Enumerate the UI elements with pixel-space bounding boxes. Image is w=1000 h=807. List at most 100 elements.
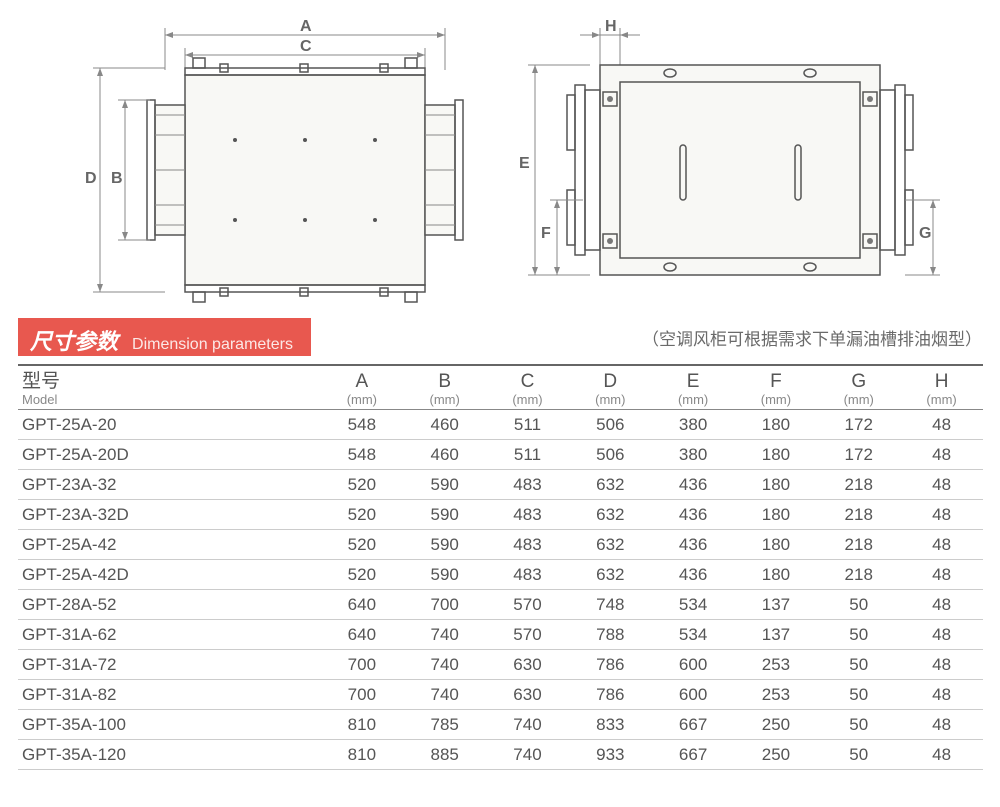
table-cell: 436 bbox=[652, 530, 735, 560]
table-cell: GPT-23A-32 bbox=[18, 470, 320, 500]
title-block: 尺寸参数 Dimension parameters bbox=[18, 318, 311, 356]
label-A: A bbox=[300, 18, 312, 36]
table-head: 型号ModelA(mm)B(mm)C(mm)D(mm)E(mm)F(mm)G(m… bbox=[18, 365, 983, 410]
table-cell: 50 bbox=[817, 740, 900, 770]
col-header: E(mm) bbox=[652, 365, 735, 410]
table-cell: 700 bbox=[320, 680, 403, 710]
table-row: GPT-31A-827007406307866002535048 bbox=[18, 680, 983, 710]
label-D: D bbox=[85, 170, 97, 188]
col-header: H(mm) bbox=[900, 365, 983, 410]
table-cell: 137 bbox=[735, 590, 818, 620]
table-cell: 520 bbox=[320, 470, 403, 500]
table-cell: 833 bbox=[569, 710, 652, 740]
table-cell: GPT-31A-72 bbox=[18, 650, 320, 680]
table-cell: 48 bbox=[900, 740, 983, 770]
table-cell: 460 bbox=[403, 440, 486, 470]
table-cell: 534 bbox=[652, 590, 735, 620]
table-cell: 600 bbox=[652, 680, 735, 710]
table-cell: 460 bbox=[403, 410, 486, 440]
table-cell: 380 bbox=[652, 410, 735, 440]
table-row: GPT-25A-42D52059048363243618021848 bbox=[18, 560, 983, 590]
title-en: Dimension parameters bbox=[132, 336, 293, 354]
table-cell: 48 bbox=[900, 500, 983, 530]
table-cell: 250 bbox=[735, 710, 818, 740]
section-header: 尺寸参数 Dimension parameters （空调风柜可根据需求下单漏油… bbox=[0, 318, 1000, 356]
table-cell: 48 bbox=[900, 650, 983, 680]
table-cell: 436 bbox=[652, 560, 735, 590]
table-row: GPT-25A-4252059048363243618021848 bbox=[18, 530, 983, 560]
table-cell: 172 bbox=[817, 440, 900, 470]
table-cell: 590 bbox=[403, 560, 486, 590]
table-cell: 810 bbox=[320, 710, 403, 740]
col-header: F(mm) bbox=[735, 365, 818, 410]
table-cell: 785 bbox=[403, 710, 486, 740]
table-cell: 570 bbox=[486, 590, 569, 620]
table-cell: 667 bbox=[652, 710, 735, 740]
label-F: F bbox=[541, 225, 551, 243]
label-B: B bbox=[111, 170, 123, 188]
table-cell: 885 bbox=[403, 740, 486, 770]
header-note: （空调风柜可根据需求下单漏油槽排油烟型） bbox=[642, 325, 982, 356]
table-cell: 740 bbox=[403, 680, 486, 710]
table-cell: 180 bbox=[735, 530, 818, 560]
table-cell: 50 bbox=[817, 710, 900, 740]
table-cell: 48 bbox=[900, 440, 983, 470]
table-cell: 786 bbox=[569, 680, 652, 710]
table-cell: 933 bbox=[569, 740, 652, 770]
dimension-table: 型号ModelA(mm)B(mm)C(mm)D(mm)E(mm)F(mm)G(m… bbox=[18, 364, 983, 770]
table-cell: GPT-28A-52 bbox=[18, 590, 320, 620]
col-header: 型号Model bbox=[18, 365, 320, 410]
table-cell: 218 bbox=[817, 470, 900, 500]
table-row: GPT-25A-2054846051150638018017248 bbox=[18, 410, 983, 440]
table-cell: 632 bbox=[569, 500, 652, 530]
table-cell: 740 bbox=[486, 740, 569, 770]
table-cell: 50 bbox=[817, 590, 900, 620]
table-cell: 483 bbox=[486, 500, 569, 530]
table-cell: 632 bbox=[569, 530, 652, 560]
table-cell: 511 bbox=[486, 410, 569, 440]
table-cell: 506 bbox=[569, 440, 652, 470]
table-cell: 48 bbox=[900, 620, 983, 650]
table-cell: GPT-35A-120 bbox=[18, 740, 320, 770]
diagram-front: A C D B bbox=[55, 20, 475, 300]
table-cell: 48 bbox=[900, 710, 983, 740]
table-cell: 740 bbox=[486, 710, 569, 740]
table-cell: 436 bbox=[652, 500, 735, 530]
label-G: G bbox=[919, 225, 931, 243]
table-cell: 632 bbox=[569, 470, 652, 500]
table-cell: 520 bbox=[320, 530, 403, 560]
table-cell: 590 bbox=[403, 530, 486, 560]
table-cell: 253 bbox=[735, 680, 818, 710]
table-cell: 740 bbox=[403, 620, 486, 650]
table-cell: 600 bbox=[652, 650, 735, 680]
table-cell: GPT-23A-32D bbox=[18, 500, 320, 530]
table-cell: 700 bbox=[403, 590, 486, 620]
table-row: GPT-23A-3252059048363243618021848 bbox=[18, 470, 983, 500]
table-cell: 48 bbox=[900, 470, 983, 500]
table-cell: 700 bbox=[320, 650, 403, 680]
table-cell: 520 bbox=[320, 560, 403, 590]
table-cell: 640 bbox=[320, 590, 403, 620]
diagram-top: H E F G bbox=[505, 20, 945, 300]
table-cell: 534 bbox=[652, 620, 735, 650]
table-row: GPT-35A-1008107857408336672505048 bbox=[18, 710, 983, 740]
table-cell: 786 bbox=[569, 650, 652, 680]
table-cell: 632 bbox=[569, 560, 652, 590]
table-cell: 748 bbox=[569, 590, 652, 620]
table-cell: 548 bbox=[320, 410, 403, 440]
table-cell: 180 bbox=[735, 470, 818, 500]
col-header: B(mm) bbox=[403, 365, 486, 410]
table-cell: 218 bbox=[817, 500, 900, 530]
table-cell: 740 bbox=[403, 650, 486, 680]
table-row: GPT-31A-727007406307866002535048 bbox=[18, 650, 983, 680]
table-cell: 48 bbox=[900, 530, 983, 560]
label-C: C bbox=[300, 38, 312, 56]
col-header: A(mm) bbox=[320, 365, 403, 410]
table-cell: 788 bbox=[569, 620, 652, 650]
table-cell: 253 bbox=[735, 650, 818, 680]
table-cell: 48 bbox=[900, 410, 983, 440]
table-cell: 511 bbox=[486, 440, 569, 470]
table-cell: 506 bbox=[569, 410, 652, 440]
table-cell: GPT-25A-42 bbox=[18, 530, 320, 560]
table-cell: GPT-25A-20 bbox=[18, 410, 320, 440]
